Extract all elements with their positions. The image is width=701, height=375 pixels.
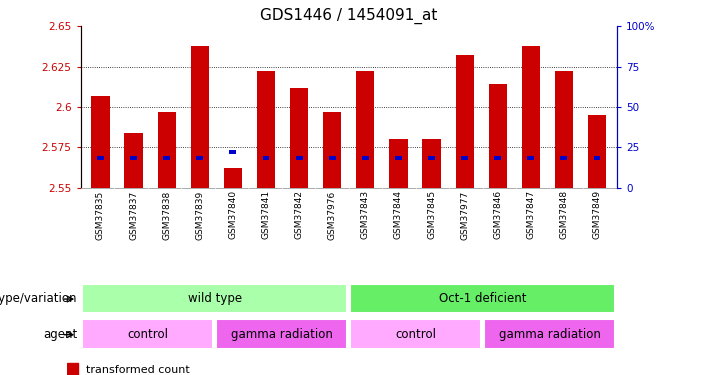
- Bar: [163, 156, 170, 160]
- Bar: [130, 156, 137, 160]
- Bar: [191, 46, 209, 188]
- Bar: [456, 55, 474, 188]
- Bar: [97, 156, 104, 160]
- Bar: [522, 46, 540, 188]
- Bar: [350, 284, 615, 314]
- Text: agent: agent: [43, 328, 77, 340]
- Bar: [224, 168, 242, 188]
- Bar: [217, 319, 347, 349]
- Bar: [428, 156, 435, 160]
- Bar: [82, 319, 213, 349]
- Bar: [158, 112, 176, 188]
- Text: gamma radiation: gamma radiation: [499, 328, 601, 340]
- Bar: [461, 156, 468, 160]
- Bar: [395, 156, 402, 160]
- Text: transformed count: transformed count: [86, 365, 190, 375]
- Bar: [196, 156, 203, 160]
- Bar: [350, 319, 481, 349]
- Title: GDS1446 / 1454091_at: GDS1446 / 1454091_at: [260, 7, 437, 24]
- Bar: [229, 150, 236, 154]
- Bar: [389, 139, 407, 188]
- Bar: [91, 96, 109, 188]
- Text: wild type: wild type: [188, 292, 242, 305]
- Bar: [125, 133, 143, 188]
- Bar: [494, 156, 501, 160]
- Bar: [554, 71, 573, 188]
- Text: control: control: [395, 328, 436, 340]
- Bar: [257, 71, 275, 188]
- Bar: [484, 319, 615, 349]
- Bar: [423, 139, 441, 188]
- Text: gamma radiation: gamma radiation: [231, 328, 333, 340]
- Bar: [527, 156, 534, 160]
- Bar: [356, 71, 374, 188]
- Bar: [561, 156, 567, 160]
- Bar: [67, 363, 79, 375]
- Bar: [296, 156, 303, 160]
- Bar: [489, 84, 507, 188]
- Text: genotype/variation: genotype/variation: [0, 292, 77, 305]
- Bar: [323, 112, 341, 188]
- Text: control: control: [127, 328, 168, 340]
- Bar: [594, 156, 601, 160]
- Bar: [362, 156, 369, 160]
- Bar: [329, 156, 336, 160]
- Bar: [263, 156, 269, 160]
- Bar: [290, 87, 308, 188]
- Text: Oct-1 deficient: Oct-1 deficient: [439, 292, 526, 305]
- Bar: [82, 284, 347, 314]
- Bar: [588, 115, 606, 188]
